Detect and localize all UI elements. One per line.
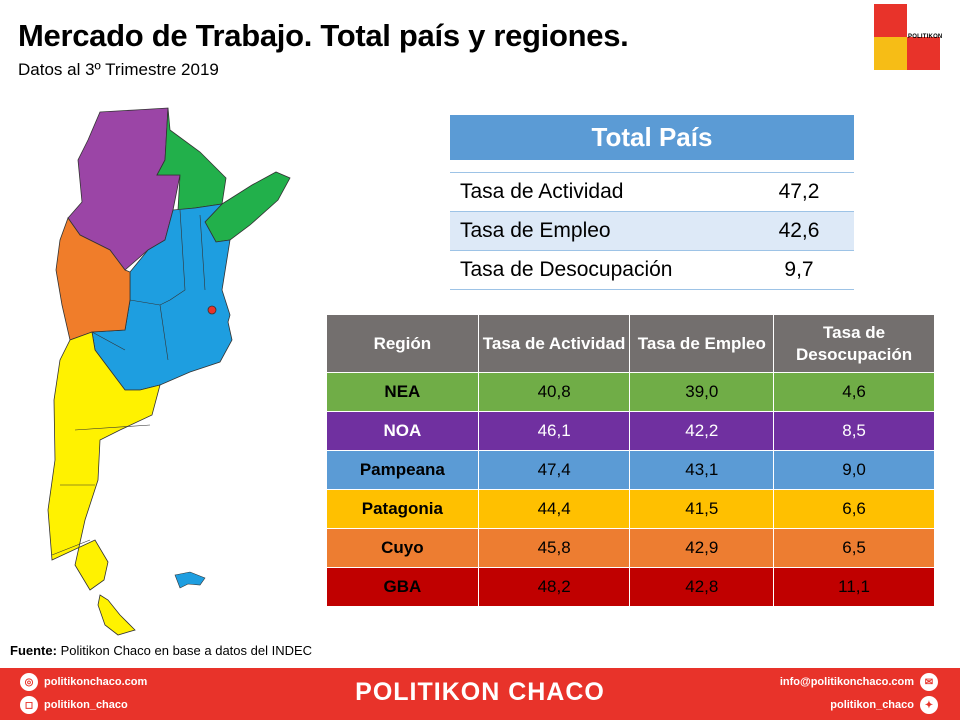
source-note: Fuente: Politikon Chaco en base a datos …	[10, 643, 312, 658]
region-row: NOA 46,1 42,2 8,5	[326, 411, 935, 451]
footer-instagram[interactable]: ◻ politikon_chaco	[20, 696, 128, 714]
map-region-gba	[207, 305, 217, 315]
map-islands	[174, 571, 206, 589]
tasa-empleo-cell: 43,1	[629, 450, 775, 490]
region-row: NEA 40,8 39,0 4,6	[326, 372, 935, 412]
footer-email[interactable]: info@politikonchaco.com ✉	[780, 673, 938, 691]
tasa-desocupacion-cell: 8,5	[773, 411, 935, 451]
header-region: Región	[326, 314, 479, 373]
region-row: Patagonia 44,4 41,5 6,6	[326, 489, 935, 529]
tasa-empleo-cell: 42,8	[629, 567, 775, 607]
tasa-desocupacion-cell: 6,6	[773, 489, 935, 529]
total-pais-value: 9,7	[744, 250, 854, 290]
region-name-cell: Cuyo	[326, 528, 479, 568]
region-row: GBA 48,2 42,8 11,1	[326, 567, 935, 607]
footer-bar: ◎ politikonchaco.com ◻ politikon_chaco P…	[0, 668, 960, 720]
map-region-patagonia-tierra-del-fuego	[97, 594, 136, 636]
tasa-empleo-cell: 42,2	[629, 411, 775, 451]
total-pais-row: Tasa de Desocupación 9,7	[450, 250, 854, 290]
instagram-icon: ◻	[20, 696, 38, 714]
map-region-patagonia	[47, 331, 161, 591]
footer-website-text: politikonchaco.com	[44, 676, 148, 688]
tasa-desocupacion-cell: 9,0	[773, 450, 935, 490]
header-tasa-desocupacion: Tasa de Desocupación	[773, 314, 935, 373]
tasa-actividad-cell: 47,4	[477, 450, 631, 490]
source-label: Fuente:	[10, 643, 57, 658]
total-pais-row: Tasa de Actividad 47,2	[450, 172, 854, 212]
region-name-cell: GBA	[326, 567, 479, 607]
logo-text: POLITIKON	[908, 34, 943, 40]
region-name-cell: Patagonia	[326, 489, 479, 529]
footer-twitter-text: politikon_chaco	[830, 699, 914, 711]
region-name-cell: Pampeana	[326, 450, 479, 490]
region-row: Pampeana 47,4 43,1 9,0	[326, 450, 935, 490]
mail-icon: ✉	[920, 673, 938, 691]
page-subtitle: Datos al 3º Trimestre 2019	[18, 60, 219, 79]
footer-twitter[interactable]: politikon_chaco ✦	[830, 696, 938, 714]
politikon-logo: POLITIKON	[874, 4, 943, 70]
source-text: Politikon Chaco en base a datos del INDE…	[56, 643, 313, 658]
tasa-actividad-cell: 48,2	[477, 567, 631, 607]
twitter-icon: ✦	[920, 696, 938, 714]
tasa-desocupacion-cell: 6,5	[773, 528, 935, 568]
tasa-desocupacion-cell: 11,1	[773, 567, 935, 607]
tasa-actividad-cell: 45,8	[477, 528, 631, 568]
region-name-cell: NOA	[326, 411, 479, 451]
footer-instagram-text: politikon_chaco	[44, 699, 128, 711]
total-pais-table: Tasa de Actividad 47,2 Tasa de Empleo 42,6 T…	[450, 172, 854, 290]
total-pais-label: Tasa de Actividad	[450, 172, 744, 212]
tasa-desocupacion-cell: 4,6	[773, 372, 935, 412]
tasa-empleo-cell: 41,5	[629, 489, 775, 529]
tasa-empleo-cell: 39,0	[629, 372, 775, 412]
globe-icon: ◎	[20, 673, 38, 691]
regions-table: Región Tasa de Actividad Tasa de Empleo …	[326, 314, 935, 607]
argentina-region-map	[47, 107, 291, 636]
total-pais-value: 47,2	[744, 172, 854, 212]
header-tasa-actividad: Tasa de Actividad	[477, 314, 631, 373]
total-pais-row: Tasa de Empleo 42,6	[450, 211, 854, 251]
footer-website[interactable]: ◎ politikonchaco.com	[20, 673, 147, 691]
total-pais-label: Tasa de Empleo	[450, 211, 744, 251]
tasa-actividad-cell: 40,8	[477, 372, 631, 412]
footer-brand: POLITIKON CHACO	[355, 678, 605, 706]
region-name-cell: NEA	[326, 372, 479, 412]
region-row: Cuyo 45,8 42,9 6,5	[326, 528, 935, 568]
footer-email-text: info@politikonchaco.com	[779, 676, 914, 688]
header-tasa-empleo: Tasa de Empleo	[629, 314, 775, 373]
total-pais-label: Tasa de Desocupación	[450, 250, 744, 290]
map-region-cuyo	[55, 217, 131, 341]
page-title: Mercado de Trabajo. Total país y regione…	[18, 18, 629, 53]
tasa-actividad-cell: 46,1	[477, 411, 631, 451]
tasa-empleo-cell: 42,9	[629, 528, 775, 568]
total-pais-value: 42,6	[744, 211, 854, 251]
total-pais-header: Total País	[450, 115, 854, 160]
tasa-actividad-cell: 44,4	[477, 489, 631, 529]
